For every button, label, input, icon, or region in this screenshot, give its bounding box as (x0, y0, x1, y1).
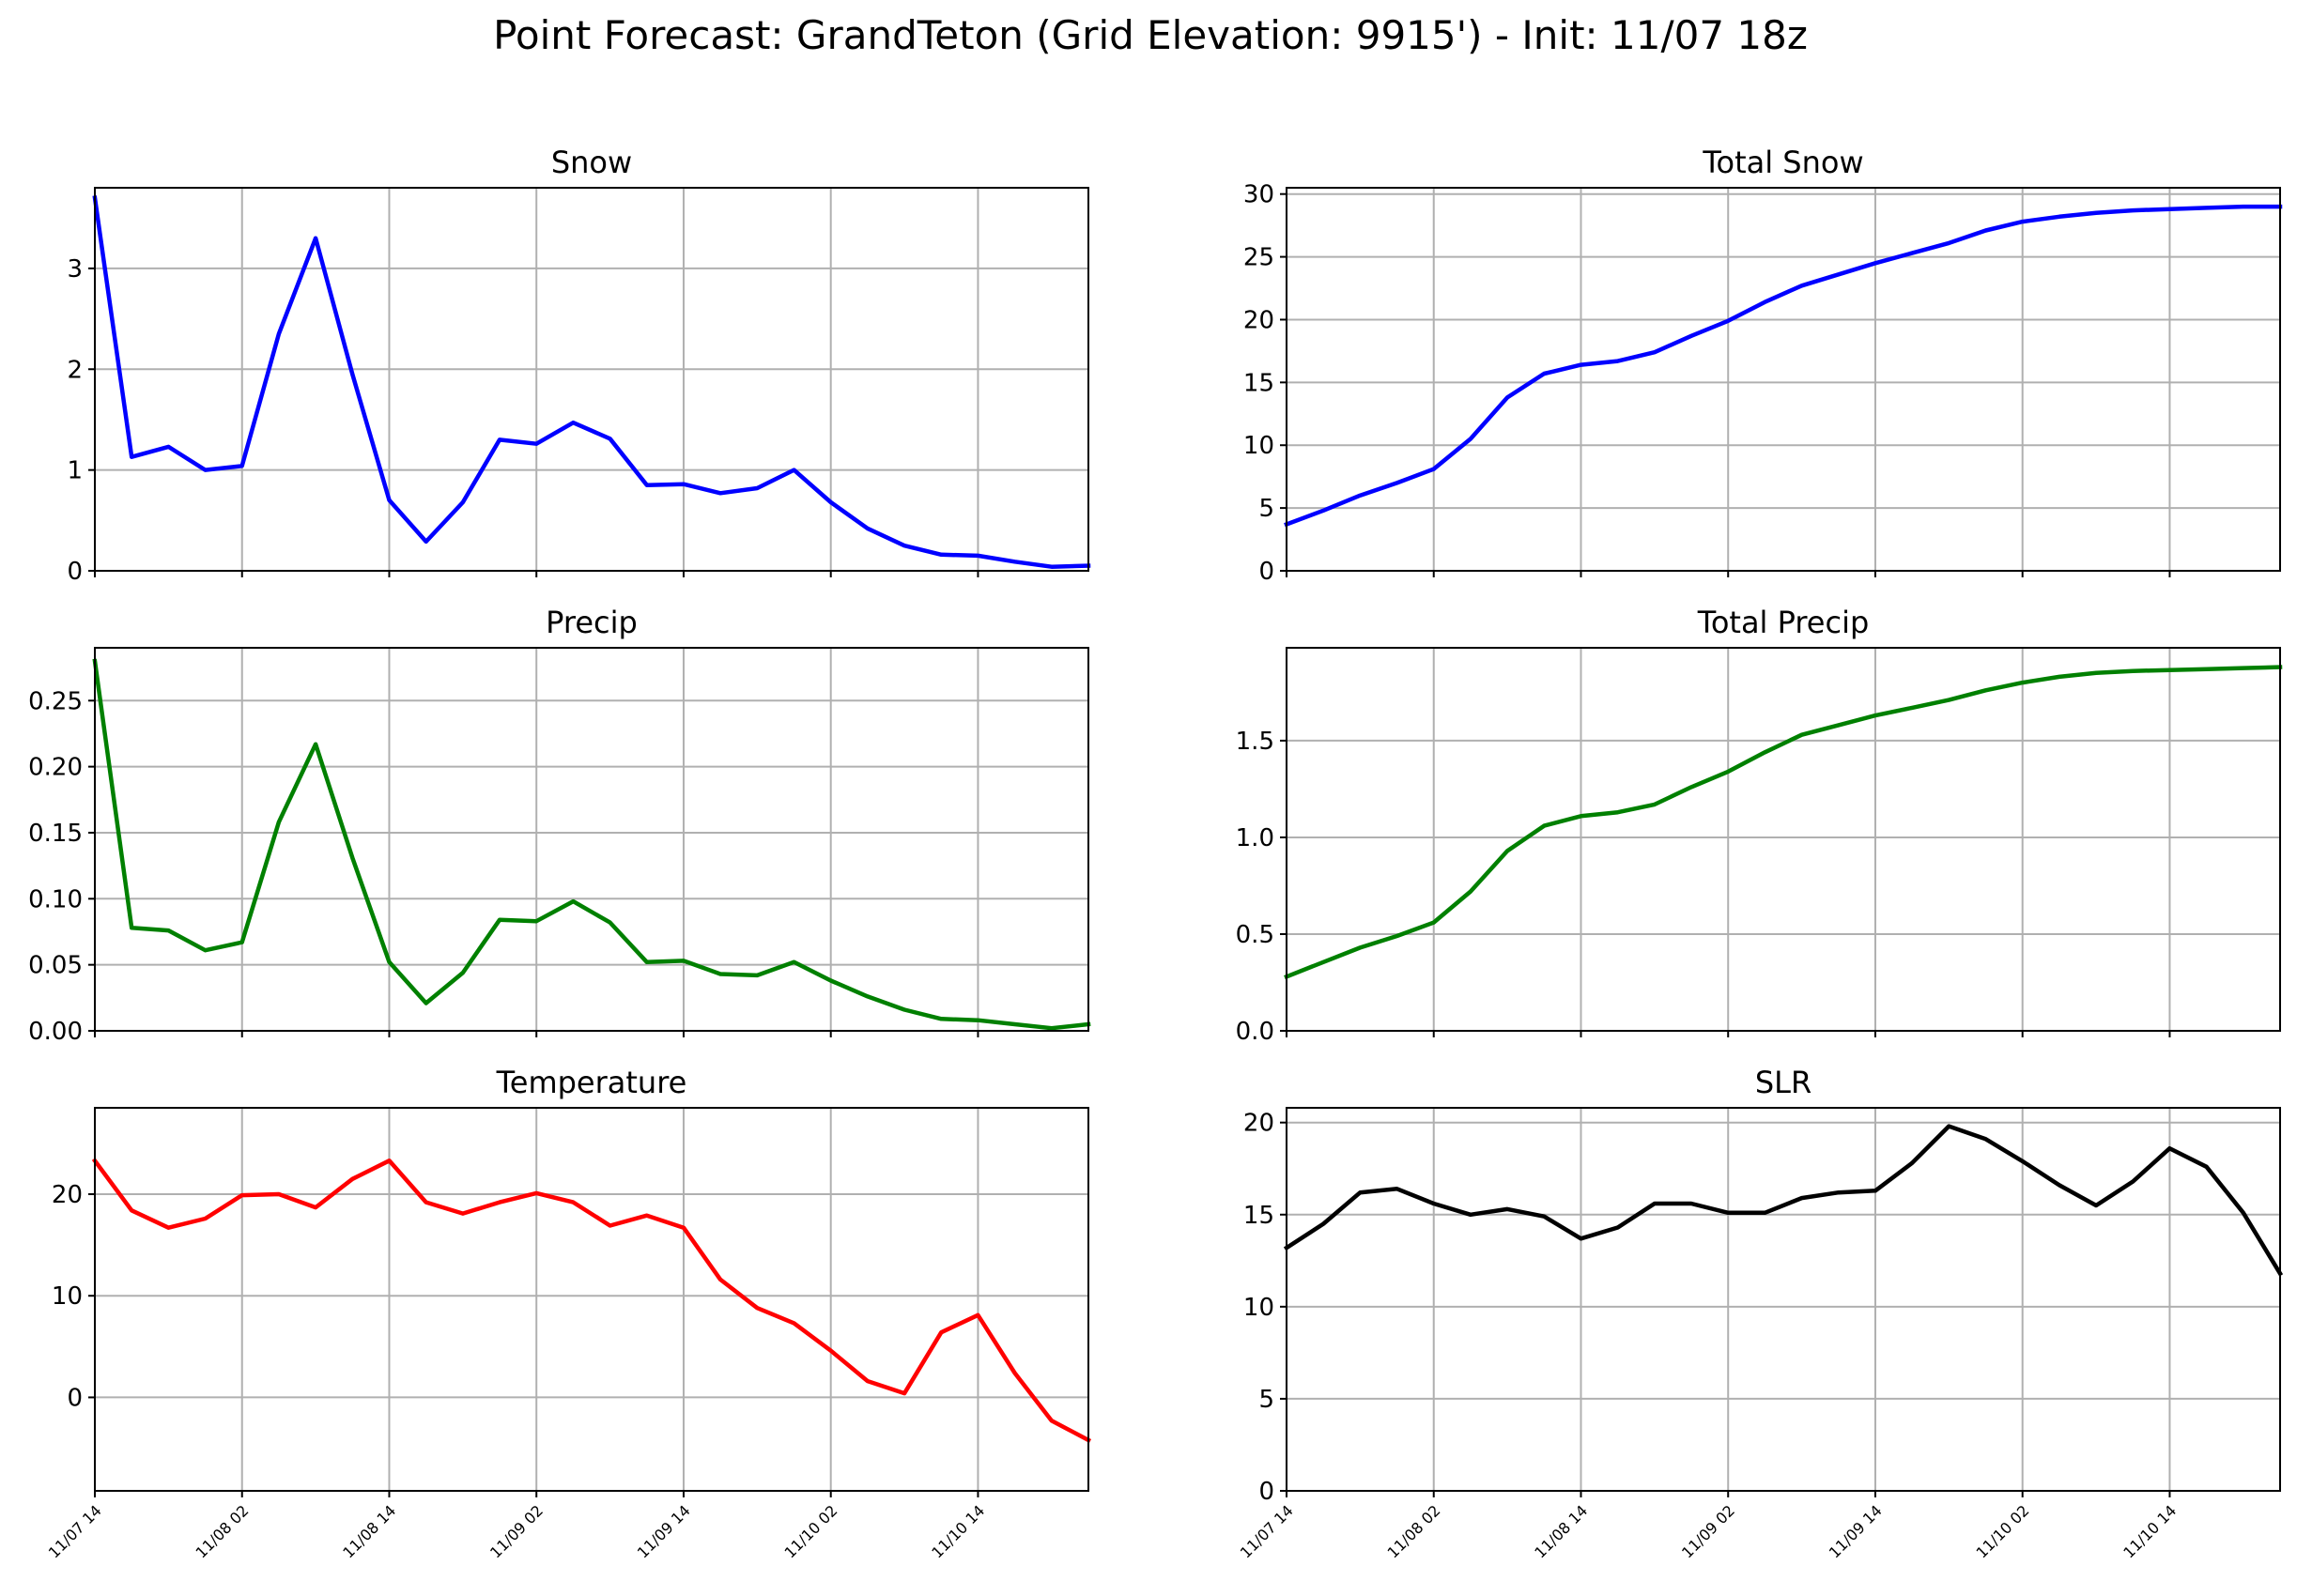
series-line (92, 195, 1091, 569)
y-tick-label: 10 (1243, 1294, 1274, 1322)
series-line (1284, 204, 2283, 528)
series-line (1284, 665, 2283, 980)
x-tick-label: 11/07 14 (1237, 1501, 1297, 1561)
axes-frame (94, 187, 1089, 572)
x-tick-label: 11/10 02 (1972, 1501, 2032, 1561)
panel-temperature: Temperature 0 10 20 11/07 14 11/08 02 11/08 14… (45, 1065, 1092, 1561)
y-tick-label: 1.5 (1236, 728, 1274, 756)
y-tick-label: 20 (52, 1181, 83, 1209)
y-tick-label: 5 (1258, 1386, 1274, 1414)
panel-title: Temperature (496, 1065, 687, 1100)
panel-title: Total Precip (1697, 605, 1870, 640)
series-line (92, 658, 1091, 1031)
panel-total-snow: Total Snow 0 5 10 15 20 25 30 (1243, 145, 2283, 586)
x-tick-label: 11/10 02 (780, 1501, 840, 1561)
y-tick-label: 1.0 (1236, 824, 1274, 852)
y-tick-label: 10 (52, 1282, 83, 1311)
y-tick-label: 0 (67, 558, 83, 586)
y-tick-label: 0.00 (28, 1018, 83, 1046)
y-tick-label: 30 (1243, 181, 1274, 209)
panel-title: Precip (546, 605, 638, 640)
axes-frame (1286, 1107, 2281, 1492)
y-tick-label: 15 (1243, 1202, 1274, 1230)
y-tick-label: 0.10 (28, 885, 83, 913)
axes-frame (94, 1107, 1089, 1492)
panel-slr: SLR 0 5 10 15 20 11/07 14 11/08 02 11/08 14 11/09… (1237, 1065, 2284, 1561)
y-tick-label: 20 (1243, 1110, 1274, 1138)
panel-title: SLR (1755, 1065, 1811, 1100)
panel-title: Total Snow (1702, 145, 1863, 180)
panel-total-precip: Total Precip 0.0 0.5 1.0 1.5 (1236, 605, 2283, 1046)
y-tick-label: 0 (67, 1384, 83, 1412)
y-tick-label: 0.20 (28, 754, 83, 782)
y-tick-label: 0.15 (28, 820, 83, 848)
panel-snow: Snow 0 1 2 3 (67, 145, 1091, 586)
y-tick-label: 0.05 (28, 952, 83, 980)
y-tick-label: 2 (67, 356, 83, 384)
x-tick-label: 11/09 02 (1678, 1501, 1738, 1561)
x-tick-label: 11/09 14 (634, 1501, 694, 1561)
x-tick-label: 11/08 14 (339, 1501, 399, 1561)
y-tick-label: 0.0 (1236, 1018, 1274, 1046)
y-tick-label: 3 (67, 255, 83, 284)
figure-title: Point Forecast: GrandTeton (Grid Elevati… (493, 12, 1808, 58)
axes-frame (1286, 647, 2281, 1032)
y-tick-label: 0.25 (28, 687, 83, 715)
x-tick-label: 11/08 02 (1384, 1501, 1444, 1561)
x-tick-label: 11/10 14 (928, 1501, 988, 1561)
y-tick-label: 15 (1243, 369, 1274, 397)
y-tick-label: 10 (1243, 432, 1274, 460)
series-line (1283, 1124, 2284, 1277)
y-tick-label: 0.5 (1236, 921, 1274, 949)
y-tick-label: 0 (1258, 1478, 1274, 1506)
x-tick-label: 11/09 14 (1826, 1501, 1886, 1561)
series-line (91, 1158, 1092, 1443)
y-tick-label: 20 (1243, 306, 1274, 334)
y-tick-label: 5 (1258, 495, 1274, 523)
x-tick-label: 11/07 14 (45, 1501, 105, 1561)
axes-frame (1286, 187, 2281, 572)
axes-frame (94, 647, 1089, 1032)
y-tick-label: 0 (1258, 558, 1274, 586)
x-tick-label: 11/08 02 (193, 1501, 253, 1561)
panel-title: Snow (551, 145, 632, 180)
x-tick-label: 11/09 02 (486, 1501, 547, 1561)
x-tick-label: 11/08 14 (1531, 1501, 1591, 1561)
y-tick-label: 25 (1243, 244, 1274, 272)
y-tick-label: 1 (67, 457, 83, 485)
panel-precip: Precip 0.00 0.05 0.10 0.15 0.20 0.25 (28, 605, 1091, 1046)
x-tick-label: 11/10 14 (2120, 1501, 2180, 1561)
